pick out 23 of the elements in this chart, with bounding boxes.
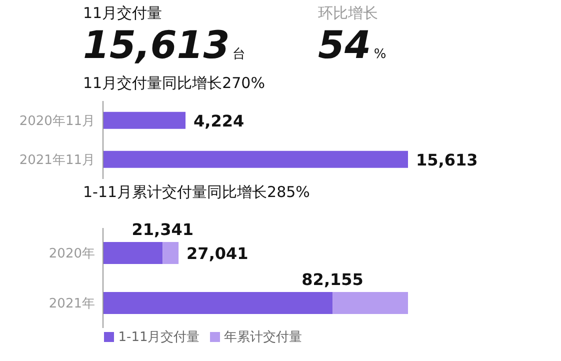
text: 11月交付量 — [83, 4, 164, 23]
text: 54 — [318, 23, 371, 67]
legend-label: 1-11月交付量 — [118, 330, 200, 345]
data-label: 82,155 — [302, 270, 364, 289]
text: % — [374, 47, 386, 62]
y-tick-label: 2020年 — [48, 246, 95, 262]
bar — [103, 242, 163, 264]
bar — [162, 242, 179, 264]
y-tick-label: 2021年11月 — [19, 153, 95, 168]
text: 台 — [232, 47, 246, 62]
text: 环比增长 — [318, 4, 379, 23]
data-label: 15,613 — [416, 150, 478, 170]
total-label: 27,041 — [186, 244, 248, 263]
y-tick-label: 2021年 — [48, 296, 95, 312]
chart-title: 1-11月累计交付量同比增长285% — [82, 183, 311, 202]
data-label: 21,341 — [132, 220, 194, 239]
y-tick-label: 2020年11月 — [19, 114, 95, 130]
text: 15,613 — [83, 23, 230, 67]
chart-title: 11月交付量同比增长270% — [82, 74, 266, 93]
bar — [332, 292, 408, 314]
data-label: 4,224 — [194, 111, 244, 130]
bar — [103, 292, 333, 314]
legend-label: 年累计交付量 — [224, 330, 302, 345]
